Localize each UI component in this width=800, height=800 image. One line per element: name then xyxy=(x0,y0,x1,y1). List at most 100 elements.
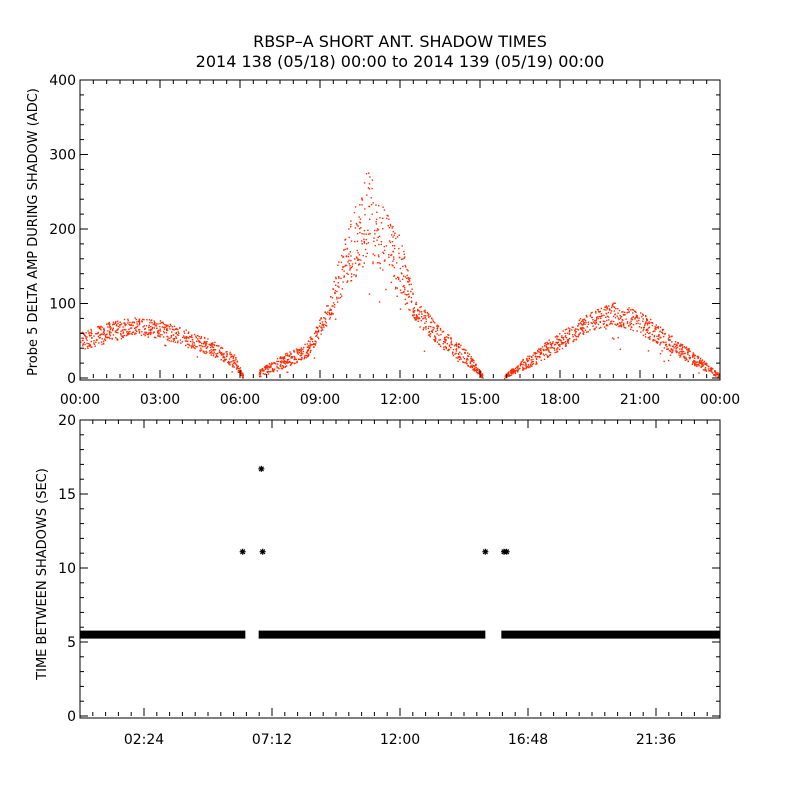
delta-amp-point xyxy=(213,344,215,347)
delta-amp-point xyxy=(688,349,690,351)
delta-amp-point xyxy=(267,373,270,375)
delta-amp-point xyxy=(102,342,105,344)
delta-amp-point xyxy=(363,182,366,184)
delta-amp-point xyxy=(561,347,564,350)
delta-amp-point xyxy=(346,247,348,250)
delta-amp-point xyxy=(132,331,135,333)
delta-amp-point xyxy=(392,260,394,262)
delta-amp-point xyxy=(136,330,138,333)
delta-amp-point xyxy=(407,281,410,283)
delta-amp-point xyxy=(529,366,531,368)
delta-amp-point xyxy=(590,322,592,324)
delta-amp-point xyxy=(365,233,367,235)
delta-amp-point xyxy=(584,323,586,325)
delta-amp-x-tick-label: 00:00 xyxy=(700,392,740,408)
delta-amp-point xyxy=(710,367,713,369)
delta-amp-point xyxy=(642,318,644,320)
delta-amp-point xyxy=(360,227,362,229)
delta-amp-point xyxy=(85,336,87,338)
delta-amp-point xyxy=(299,352,301,354)
delta-amp-point xyxy=(646,328,649,330)
delta-amp-point xyxy=(188,344,191,347)
delta-amp-point xyxy=(230,353,233,355)
delta-amp-point xyxy=(403,257,405,259)
delta-amp-point xyxy=(632,312,634,314)
time-between-shadows-outlier xyxy=(503,548,510,555)
delta-amp-point xyxy=(428,325,430,328)
delta-amp-point xyxy=(404,303,407,305)
delta-amp-point xyxy=(225,358,227,361)
delta-amp-point xyxy=(291,357,293,359)
delta-amp-point xyxy=(280,361,282,363)
delta-amp-point xyxy=(195,336,197,339)
delta-amp-point xyxy=(153,320,155,322)
delta-amp-point xyxy=(714,372,717,374)
delta-amp-point xyxy=(322,329,324,331)
delta-amp-point xyxy=(547,355,550,358)
delta-amp-point xyxy=(392,230,394,233)
delta-amp-point xyxy=(626,321,629,323)
delta-amp-point xyxy=(606,308,608,310)
delta-amp-point xyxy=(397,276,399,278)
delta-amp-point xyxy=(663,341,665,344)
delta-amp-point xyxy=(535,358,538,361)
delta-amp-point xyxy=(517,366,519,368)
delta-amp-point xyxy=(293,355,296,358)
delta-amp-point xyxy=(125,329,127,331)
delta-amp-point xyxy=(611,323,613,325)
delta-amp-point xyxy=(120,324,122,326)
delta-amp-point xyxy=(711,371,713,373)
delta-amp-point xyxy=(98,327,100,329)
delta-amp-point xyxy=(279,357,281,360)
delta-amp-point xyxy=(635,322,637,325)
delta-amp-point xyxy=(368,233,370,235)
delta-amp-point xyxy=(289,364,292,366)
delta-amp-point xyxy=(355,256,358,258)
delta-amp-point xyxy=(241,372,244,374)
delta-amp-point xyxy=(158,329,160,332)
delta-amp-point xyxy=(127,331,129,333)
delta-amp-point xyxy=(303,346,305,349)
delta-amp-point xyxy=(475,366,477,369)
delta-amp-point xyxy=(392,251,394,253)
delta-amp-point xyxy=(589,314,592,316)
delta-amp-point xyxy=(408,293,410,295)
delta-amp-point xyxy=(436,341,439,343)
delta-amp-point xyxy=(480,370,482,373)
delta-amp-point xyxy=(385,288,387,291)
delta-amp-point xyxy=(408,279,410,281)
delta-amp-point xyxy=(416,316,419,318)
delta-amp-point xyxy=(311,340,314,343)
delta-amp-point xyxy=(104,335,107,337)
delta-amp-point xyxy=(531,363,533,366)
delta-amp-point xyxy=(548,339,550,341)
delta-amp-point xyxy=(694,364,696,367)
delta-amp-point xyxy=(289,351,291,353)
delta-amp-point xyxy=(262,372,264,375)
delta-amp-point xyxy=(549,354,551,357)
delta-amp-point xyxy=(357,252,359,254)
delta-amp-point xyxy=(313,342,315,345)
delta-amp-point xyxy=(446,343,449,345)
delta-amp-point xyxy=(107,326,109,328)
delta-amp-point xyxy=(587,321,590,323)
delta-amp-point xyxy=(154,323,156,326)
delta-amp-point xyxy=(350,260,352,262)
delta-amp-point xyxy=(607,311,610,314)
delta-amp-point xyxy=(260,370,262,373)
delta-amp-point xyxy=(432,319,434,321)
delta-amp-point xyxy=(562,330,564,332)
delta-amp-point xyxy=(153,327,156,329)
delta-amp-point xyxy=(407,277,410,279)
delta-amp-point xyxy=(327,311,329,313)
delta-amp-point xyxy=(306,355,309,357)
delta-amp-point xyxy=(302,353,304,355)
delta-amp-point xyxy=(323,326,325,328)
delta-amp-point xyxy=(445,346,447,349)
delta-amp-point xyxy=(683,353,685,355)
delta-amp-point xyxy=(672,350,674,352)
delta-amp-point xyxy=(311,343,313,346)
delta-amp-point xyxy=(657,335,660,337)
delta-amp-point xyxy=(684,352,686,355)
